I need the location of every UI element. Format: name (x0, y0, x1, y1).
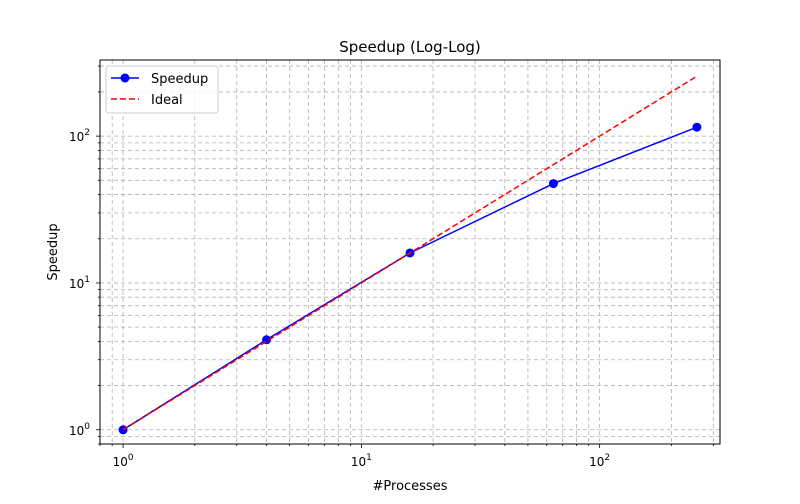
series-line-ideal (122, 75, 698, 431)
x-tick-label: 100 (113, 453, 134, 469)
data-point-speedup (548, 179, 558, 189)
series-layer (118, 75, 702, 435)
legend-speedup-marker (120, 73, 130, 83)
y-tick-label: 102 (69, 128, 90, 144)
x-tick-label: 102 (589, 453, 610, 469)
plot-frame (99, 59, 721, 445)
x-axis-label: #Processes (373, 479, 448, 494)
y-tick-label: 100 (69, 422, 90, 438)
legend-ideal-label: Ideal (151, 93, 183, 108)
legend: Speedup Ideal (105, 65, 219, 114)
grid-layer (99, 60, 720, 445)
x-tick-label: 101 (351, 453, 372, 469)
chart-title: Speedup (Log-Log) (339, 38, 481, 56)
data-point-speedup (692, 122, 702, 132)
tick-layer: 100 101 102 100 101 102 (69, 65, 714, 469)
y-tick-label: 101 (69, 275, 90, 291)
y-axis-label: Speedup (46, 223, 61, 280)
legend-speedup-label: Speedup (151, 72, 208, 87)
